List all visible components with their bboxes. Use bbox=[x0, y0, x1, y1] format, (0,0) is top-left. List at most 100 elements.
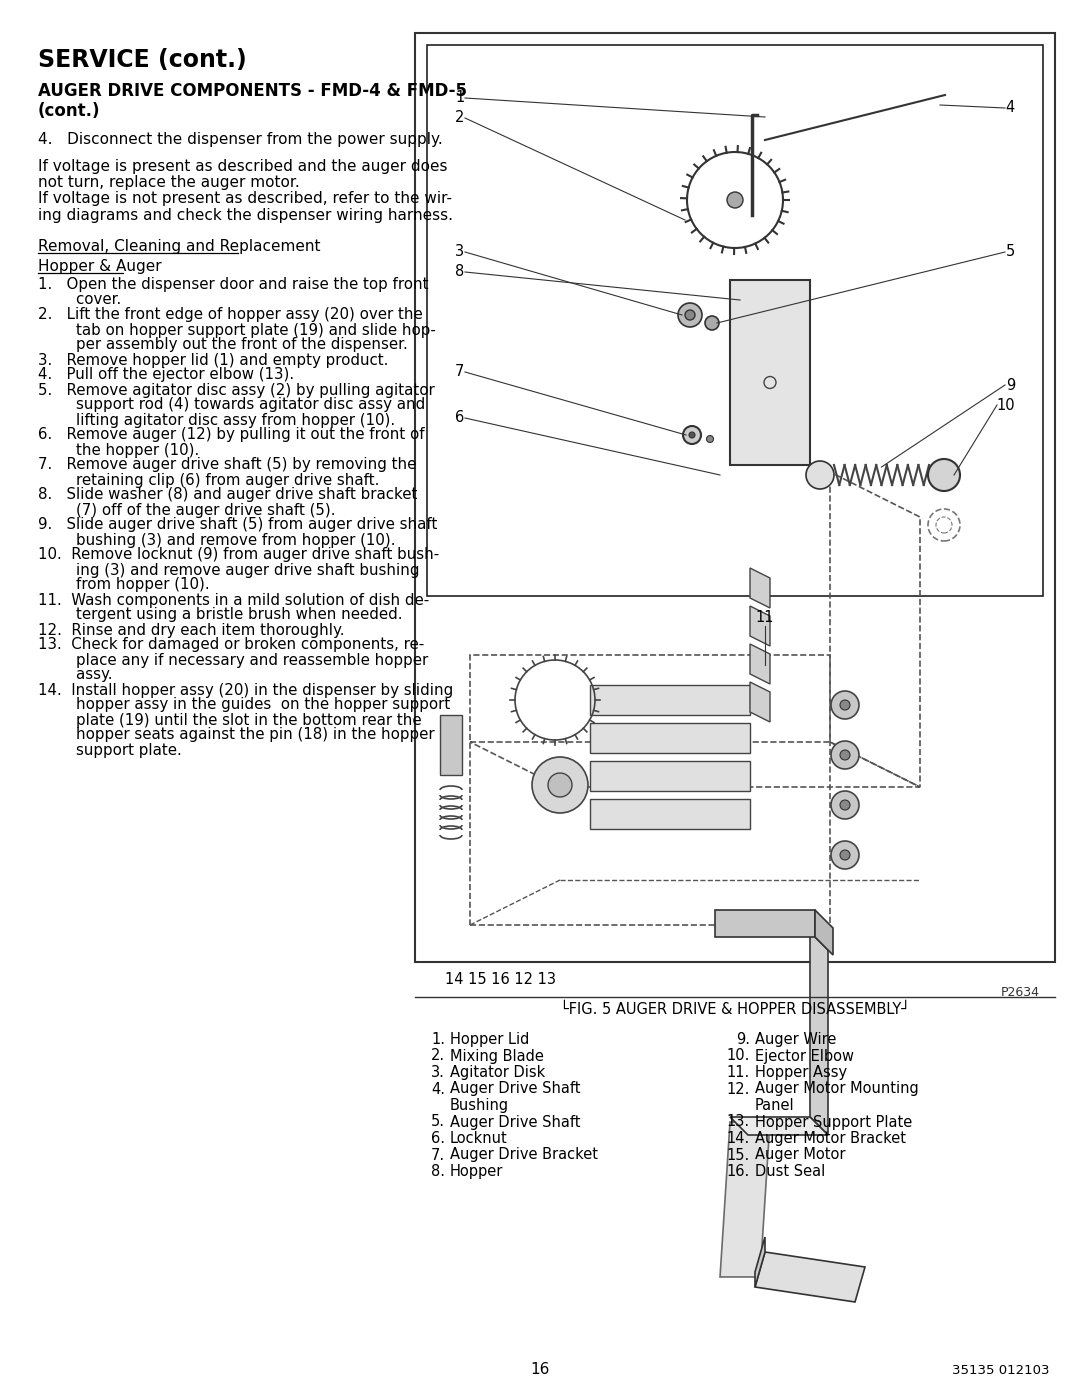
Text: Dust Seal: Dust Seal bbox=[755, 1164, 825, 1179]
Text: assy.: assy. bbox=[38, 668, 112, 683]
Polygon shape bbox=[750, 606, 770, 645]
Text: 1: 1 bbox=[455, 91, 464, 106]
Polygon shape bbox=[755, 1236, 765, 1287]
Text: Auger Motor: Auger Motor bbox=[755, 1147, 846, 1162]
Polygon shape bbox=[715, 909, 815, 937]
Text: 10.  Remove locknut (9) from auger drive shaft bush-: 10. Remove locknut (9) from auger drive … bbox=[38, 548, 440, 563]
Text: Hopper Lid: Hopper Lid bbox=[450, 1032, 529, 1046]
Text: Auger Motor Mounting: Auger Motor Mounting bbox=[755, 1081, 919, 1097]
Text: 8: 8 bbox=[455, 264, 464, 279]
Text: 3.   Remove hopper lid (1) and empty product.: 3. Remove hopper lid (1) and empty produ… bbox=[38, 352, 389, 367]
Circle shape bbox=[840, 700, 850, 710]
Bar bbox=[590, 685, 750, 715]
Text: 14.: 14. bbox=[727, 1132, 750, 1146]
Text: 11.  Wash components in a mild solution of dish de-: 11. Wash components in a mild solution o… bbox=[38, 592, 429, 608]
Text: (cont.): (cont.) bbox=[38, 102, 100, 120]
Text: 8.   Slide washer (8) and auger drive shaft bracket: 8. Slide washer (8) and auger drive shaf… bbox=[38, 488, 417, 503]
Circle shape bbox=[678, 303, 702, 327]
Text: Locknut: Locknut bbox=[450, 1132, 508, 1146]
Text: 7.: 7. bbox=[431, 1147, 445, 1162]
Text: 1.   Open the dispenser door and raise the top front: 1. Open the dispenser door and raise the… bbox=[38, 278, 429, 292]
Text: If voltage is present as described and the auger does: If voltage is present as described and t… bbox=[38, 158, 447, 173]
Text: 16.: 16. bbox=[727, 1164, 750, 1179]
Text: 5: 5 bbox=[1005, 244, 1015, 260]
Circle shape bbox=[840, 750, 850, 760]
Text: 3.: 3. bbox=[431, 1065, 445, 1080]
Bar bbox=[730, 279, 810, 465]
Circle shape bbox=[705, 316, 719, 330]
Text: Hopper & Auger: Hopper & Auger bbox=[38, 258, 162, 274]
Circle shape bbox=[706, 436, 714, 443]
Text: If voltage is not present as described, refer to the wir-: If voltage is not present as described, … bbox=[38, 191, 453, 207]
Text: 4.   Disconnect the dispenser from the power supply.: 4. Disconnect the dispenser from the pow… bbox=[38, 131, 443, 147]
Text: lifting agitator disc assy from hopper (10).: lifting agitator disc assy from hopper (… bbox=[38, 412, 395, 427]
Text: 1.: 1. bbox=[431, 1032, 445, 1046]
Bar bbox=[590, 799, 750, 828]
Text: Auger Motor Bracket: Auger Motor Bracket bbox=[755, 1132, 906, 1146]
Text: Ejector Elbow: Ejector Elbow bbox=[755, 1049, 854, 1063]
Text: 6.   Remove auger (12) by pulling it out the front of: 6. Remove auger (12) by pulling it out t… bbox=[38, 427, 424, 443]
Text: 2.   Lift the front edge of hopper assy (20) over the: 2. Lift the front edge of hopper assy (2… bbox=[38, 307, 422, 323]
Polygon shape bbox=[730, 1118, 828, 1134]
Text: ing (3) and remove auger drive shaft bushing: ing (3) and remove auger drive shaft bus… bbox=[38, 563, 419, 577]
Text: 16: 16 bbox=[530, 1362, 550, 1377]
Circle shape bbox=[685, 310, 696, 320]
Text: Bushing: Bushing bbox=[450, 1098, 509, 1113]
Text: 4.: 4. bbox=[431, 1081, 445, 1097]
Circle shape bbox=[689, 432, 696, 439]
Circle shape bbox=[840, 849, 850, 861]
Circle shape bbox=[532, 757, 588, 813]
Text: 11: 11 bbox=[756, 610, 774, 626]
Text: 11.: 11. bbox=[727, 1065, 750, 1080]
Text: 2: 2 bbox=[455, 110, 464, 126]
Text: 14.  Install hopper assy (20) in the dispenser by sliding: 14. Install hopper assy (20) in the disp… bbox=[38, 683, 454, 697]
Text: 6: 6 bbox=[455, 411, 464, 426]
Text: AUGER DRIVE COMPONENTS - FMD-4 & FMD-5: AUGER DRIVE COMPONENTS - FMD-4 & FMD-5 bbox=[38, 82, 467, 101]
Text: 9: 9 bbox=[1005, 377, 1015, 393]
Circle shape bbox=[806, 461, 834, 489]
Text: (7) off of the auger drive shaft (5).: (7) off of the auger drive shaft (5). bbox=[38, 503, 336, 517]
Text: 35135 012103: 35135 012103 bbox=[953, 1363, 1050, 1376]
Bar bbox=[440, 715, 462, 775]
Text: support rod (4) towards agitator disc assy and: support rod (4) towards agitator disc as… bbox=[38, 398, 426, 412]
Text: not turn, replace the auger motor.: not turn, replace the auger motor. bbox=[38, 175, 300, 190]
Text: 13.  Check for damaged or broken components, re-: 13. Check for damaged or broken componen… bbox=[38, 637, 424, 652]
Text: 9.: 9. bbox=[735, 1032, 750, 1046]
Text: Hopper: Hopper bbox=[450, 1164, 503, 1179]
Text: ing diagrams and check the dispenser wiring harness.: ing diagrams and check the dispenser wir… bbox=[38, 208, 453, 224]
Text: Auger Wire: Auger Wire bbox=[755, 1032, 836, 1046]
Text: 8.: 8. bbox=[431, 1164, 445, 1179]
Bar bbox=[470, 655, 831, 925]
Text: tergent using a bristle brush when needed.: tergent using a bristle brush when neede… bbox=[38, 608, 403, 623]
Text: 6.: 6. bbox=[431, 1132, 445, 1146]
Text: per assembly out the front of the dispenser.: per assembly out the front of the dispen… bbox=[38, 338, 408, 352]
Text: cover.: cover. bbox=[38, 292, 121, 307]
Text: └FIG. 5 AUGER DRIVE & HOPPER DISASSEMBLY┘: └FIG. 5 AUGER DRIVE & HOPPER DISASSEMBLY… bbox=[561, 1002, 910, 1017]
Circle shape bbox=[727, 191, 743, 208]
Polygon shape bbox=[750, 682, 770, 722]
Text: bushing (3) and remove from hopper (10).: bushing (3) and remove from hopper (10). bbox=[38, 532, 395, 548]
Text: Auger Drive Bracket: Auger Drive Bracket bbox=[450, 1147, 598, 1162]
Text: Hopper Support Plate: Hopper Support Plate bbox=[755, 1115, 913, 1130]
Text: hopper assy in the guides  on the hopper support: hopper assy in the guides on the hopper … bbox=[38, 697, 450, 712]
Polygon shape bbox=[810, 932, 828, 1134]
Text: Hopper Assy: Hopper Assy bbox=[755, 1065, 847, 1080]
Circle shape bbox=[840, 800, 850, 810]
Text: tab on hopper support plate (19) and slide hop-: tab on hopper support plate (19) and sli… bbox=[38, 323, 436, 338]
Text: retaining clip (6) from auger drive shaft.: retaining clip (6) from auger drive shaf… bbox=[38, 472, 379, 488]
Text: 4: 4 bbox=[1005, 101, 1015, 116]
Text: 4.   Pull off the ejector elbow (13).: 4. Pull off the ejector elbow (13). bbox=[38, 367, 294, 383]
Polygon shape bbox=[755, 1252, 865, 1302]
Bar bbox=[590, 761, 750, 791]
Text: 10.: 10. bbox=[727, 1049, 750, 1063]
Text: 14 15 16 12 13: 14 15 16 12 13 bbox=[445, 972, 556, 988]
Circle shape bbox=[928, 460, 960, 490]
Text: Auger Drive Shaft: Auger Drive Shaft bbox=[450, 1115, 581, 1130]
Text: place any if necessary and reassemble hopper: place any if necessary and reassemble ho… bbox=[38, 652, 429, 668]
Circle shape bbox=[831, 740, 859, 768]
Circle shape bbox=[831, 841, 859, 869]
Text: 7: 7 bbox=[455, 365, 464, 380]
Circle shape bbox=[831, 791, 859, 819]
Text: from hopper (10).: from hopper (10). bbox=[38, 577, 210, 592]
Text: Agitator Disk: Agitator Disk bbox=[450, 1065, 545, 1080]
